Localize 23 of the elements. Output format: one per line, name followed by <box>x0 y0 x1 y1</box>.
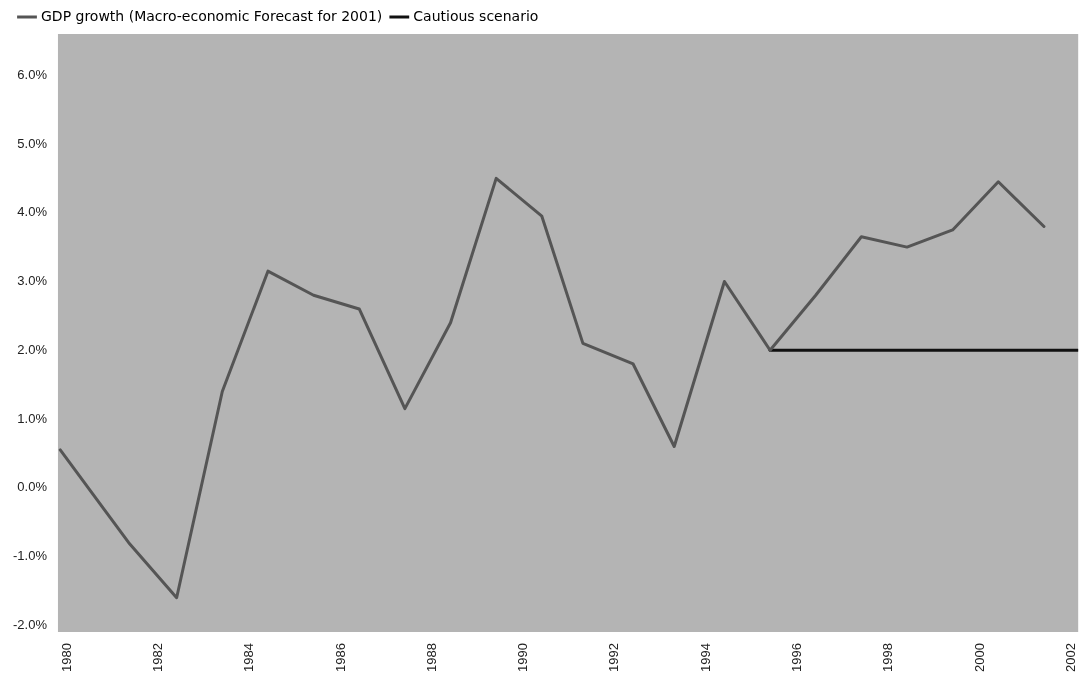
y-tick-label: 4.0% <box>17 204 48 220</box>
x-tick-label: 1986 <box>332 643 348 672</box>
x-tick-label: 1984 <box>241 643 257 672</box>
y-tick-label: 0.0% <box>17 479 48 495</box>
legend-label: Cautious scenario <box>413 7 539 24</box>
x-tick-label: 1982 <box>149 643 165 672</box>
legend-label: GDP growth (Macro-economic Forecast for 2001) <box>41 7 383 24</box>
x-tick-label: 2000 <box>971 643 987 672</box>
x-tick-label: 1980 <box>58 643 74 672</box>
x-tick-label: 1998 <box>880 643 896 672</box>
x-tick-label: 1992 <box>606 643 622 672</box>
x-tick-label: 1994 <box>697 643 713 672</box>
y-tick-label: 6.0% <box>17 66 48 82</box>
y-tick-label: 5.0% <box>17 135 48 151</box>
x-tick-label: 1990 <box>515 643 531 672</box>
y-tick-label: 2.0% <box>17 341 48 357</box>
y-tick-label: -1.0% <box>12 548 48 564</box>
y-tick-label: 3.0% <box>17 273 48 289</box>
x-tick-label: 1996 <box>789 643 805 672</box>
x-tick-label: 2002 <box>1062 643 1078 672</box>
x-tick-label: 1988 <box>423 643 439 672</box>
y-tick-label: -2.0% <box>12 616 48 632</box>
y-tick-label: 1.0% <box>17 410 48 426</box>
